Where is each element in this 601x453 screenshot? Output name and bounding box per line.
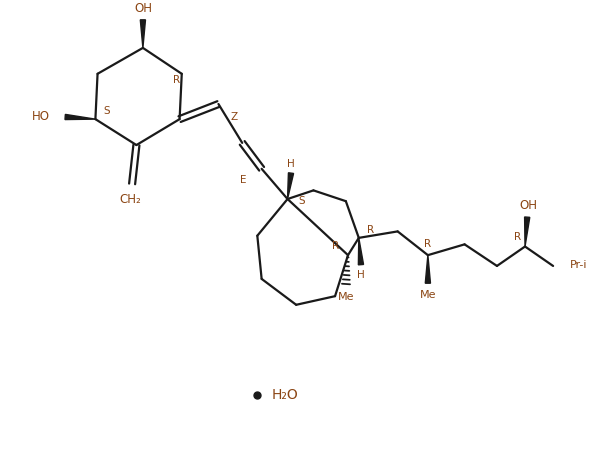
Polygon shape (65, 115, 96, 120)
Text: R: R (424, 239, 432, 249)
Polygon shape (140, 20, 145, 48)
Text: R: R (367, 225, 374, 235)
Text: R: R (514, 232, 521, 242)
Text: H: H (357, 270, 365, 280)
Text: R: R (173, 75, 180, 85)
Text: H: H (287, 159, 295, 169)
Polygon shape (525, 217, 529, 246)
Text: Me: Me (338, 293, 354, 303)
Text: Pr-i: Pr-i (570, 260, 588, 270)
Text: Me: Me (419, 290, 436, 300)
Polygon shape (287, 173, 293, 199)
Text: OH: OH (519, 199, 537, 212)
Text: Z: Z (230, 112, 237, 122)
Text: R: R (332, 241, 340, 251)
Text: H₂O: H₂O (272, 389, 299, 402)
Text: HO: HO (32, 111, 50, 124)
Text: S: S (298, 196, 305, 206)
Polygon shape (358, 238, 364, 265)
Text: E: E (240, 175, 247, 185)
Polygon shape (426, 255, 430, 283)
Text: S: S (103, 106, 109, 116)
Text: CH₂: CH₂ (119, 193, 141, 206)
Text: OH: OH (135, 2, 153, 14)
